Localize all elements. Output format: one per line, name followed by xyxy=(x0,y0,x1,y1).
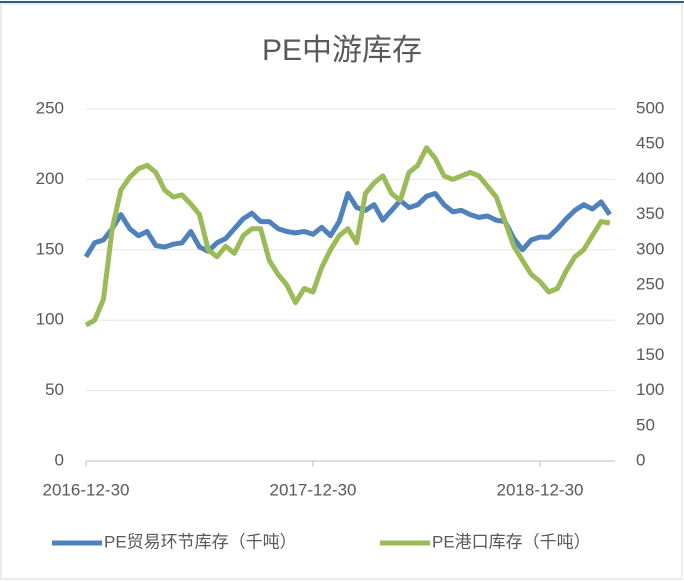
frame xyxy=(0,3,683,580)
y-tick-label: 100 xyxy=(36,310,64,329)
y2-tick-label: 200 xyxy=(636,310,664,329)
legend-label: PE港口库存（千吨） xyxy=(432,532,591,551)
y-tick-label: 0 xyxy=(55,450,64,469)
y2-tick-label: 350 xyxy=(636,204,664,223)
y-tick-label: 200 xyxy=(36,169,64,188)
x-tick-label: 2017-12-30 xyxy=(270,480,357,499)
y2-tick-label: 450 xyxy=(636,134,664,153)
y-tick-label: 50 xyxy=(45,380,64,399)
y2-tick-label: 500 xyxy=(636,98,664,117)
x-tick-label: 2016-12-30 xyxy=(43,480,130,499)
series-line xyxy=(84,145,611,328)
x-tick-label: 2018-12-30 xyxy=(497,480,584,499)
y2-tick-label: 50 xyxy=(636,415,655,434)
y-tick-label: 250 xyxy=(36,98,64,117)
series-line xyxy=(83,191,612,259)
y2-tick-label: 150 xyxy=(636,345,664,364)
y2-tick-label: 100 xyxy=(636,380,664,399)
legend-label: PE贸易环节库存（千吨） xyxy=(104,532,297,551)
y2-tick-label: 300 xyxy=(636,239,664,258)
y-tick-label: 150 xyxy=(36,239,64,258)
y2-tick-label: 250 xyxy=(636,274,664,293)
y2-tick-label: 400 xyxy=(636,169,664,188)
chart-title: PE中游库存 xyxy=(262,34,422,67)
y2-tick-label: 0 xyxy=(636,450,645,469)
